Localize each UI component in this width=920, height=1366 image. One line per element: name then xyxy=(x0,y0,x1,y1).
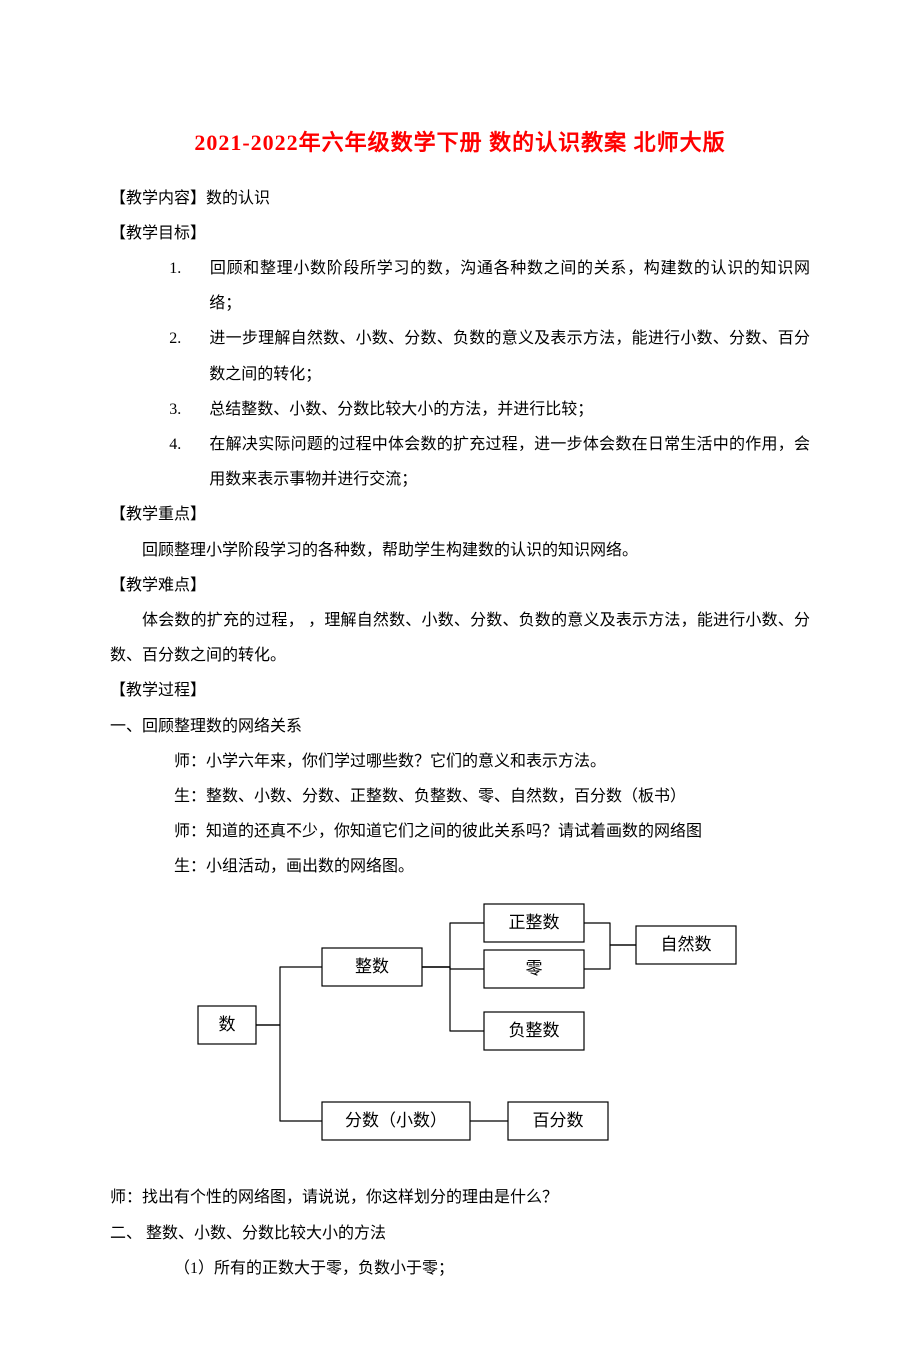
goal-text: 进一步理解自然数、小数、分数、负数的意义及表示方法，能进行小数、分数、百分数之间… xyxy=(209,330,810,382)
svg-text:百分数: 百分数 xyxy=(533,1111,584,1130)
page-title: 2021-2022年六年级数学下册 数的认识教案 北师大版 xyxy=(110,125,810,157)
svg-text:整数: 整数 xyxy=(355,957,389,976)
goal-number: 2. xyxy=(169,321,209,356)
svg-text:负整数: 负整数 xyxy=(509,1021,560,1040)
goal-item: 4.在解决实际问题的过程中体会数的扩充过程，进一步体会数在日常生活中的作用，会用… xyxy=(110,427,810,497)
dialog-line: 生：整数、小数、分数、正整数、负整数、零、自然数，百分数（板书） xyxy=(110,779,810,814)
tree-svg: 数 整数分数（小数） 正整数零负整数百分数 自然数 xyxy=(170,892,750,1166)
svg-text:数: 数 xyxy=(219,1015,236,1034)
dialog-line: 师：知道的还真不少，你知道它们之间的彼此关系吗？请试着画数的网络图 xyxy=(110,814,810,849)
difficult-text: 体会数的扩充的过程， ，理解自然数、小数、分数、负数的意义及表示方法，能进行小数… xyxy=(110,603,810,673)
goal-text: 回顾和整理小数阶段所学习的数，沟通各种数之间的关系，构建数的认识的知识网络； xyxy=(209,260,810,312)
section-process-label: 【教学过程】 xyxy=(110,673,810,708)
dialog-line: 生：小组活动，画出数的网络图。 xyxy=(110,849,810,884)
svg-text:零: 零 xyxy=(526,959,543,978)
number-tree-diagram: 数 整数分数（小数） 正整数零负整数百分数 自然数 xyxy=(110,892,810,1166)
goal-item: 1.回顾和整理小数阶段所学习的数，沟通各种数之间的关系，构建数的认识的知识网络； xyxy=(110,251,810,321)
section-difficult-label: 【教学难点】 xyxy=(110,568,810,603)
document-page: 2021-2022年六年级数学下册 数的认识教案 北师大版 【教学内容】数的认识… xyxy=(0,0,920,1366)
goals-list: 1.回顾和整理小数阶段所学习的数，沟通各种数之间的关系，构建数的认识的知识网络；… xyxy=(110,251,810,497)
goal-text: 总结整数、小数、分数比较大小的方法，并进行比较； xyxy=(209,401,593,418)
goal-number: 3. xyxy=(169,392,209,427)
section-content-label: 【教学内容】数的认识 xyxy=(110,181,810,216)
section-goals-label: 【教学目标】 xyxy=(110,216,810,251)
goal-number: 4. xyxy=(169,427,209,462)
goal-number: 1. xyxy=(169,251,209,286)
goal-item: 2.进一步理解自然数、小数、分数、负数的意义及表示方法，能进行小数、分数、百分数… xyxy=(110,321,810,391)
goal-item: 3.总结整数、小数、分数比较大小的方法，并进行比较； xyxy=(110,392,810,427)
part1-title: 一、回顾整理数的网络关系 xyxy=(110,709,810,744)
svg-text:正整数: 正整数 xyxy=(509,913,560,932)
part2-title: 二、 整数、小数、分数比较大小的方法 xyxy=(110,1216,810,1251)
svg-text:分数（小数）: 分数（小数） xyxy=(345,1111,447,1130)
rule-line: （1）所有的正数大于零，负数小于零； xyxy=(110,1251,810,1286)
svg-text:自然数: 自然数 xyxy=(661,935,712,954)
section-focus-label: 【教学重点】 xyxy=(110,497,810,532)
after-diagram-line: 师：找出有个性的网络图，请说说，你这样划分的理由是什么？ xyxy=(110,1180,810,1215)
dialog-line: 师：小学六年来，你们学过哪些数？它们的意义和表示方法。 xyxy=(110,744,810,779)
focus-text: 回顾整理小学阶段学习的各种数，帮助学生构建数的认识的知识网络。 xyxy=(110,533,810,568)
goal-text: 在解决实际问题的过程中体会数的扩充过程，进一步体会数在日常生活中的作用，会用数来… xyxy=(209,436,810,488)
